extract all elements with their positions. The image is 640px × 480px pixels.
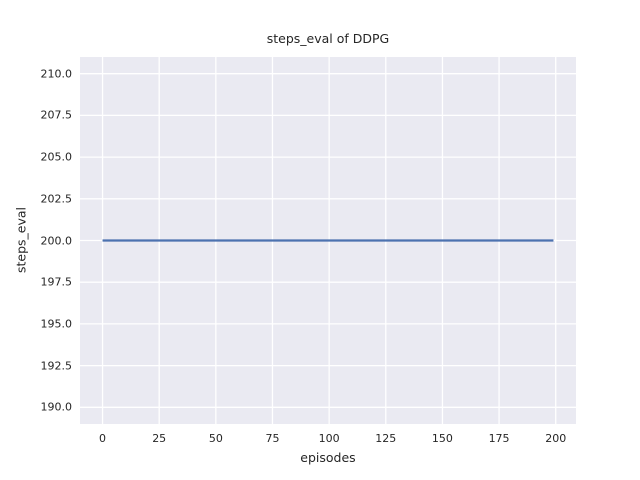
x-tick-label: 75: [265, 432, 280, 445]
y-tick-label: 202.5: [40, 192, 73, 206]
x-axis-tick-labels: 0 25 50 75 100 125 150 175 200: [0, 432, 640, 448]
y-tick-label: 205.0: [40, 150, 73, 164]
y-tick-label: 197.5: [40, 275, 73, 289]
y-axis-tick-labels: 190.0 192.5 195.0 197.5 200.0 202.5 205.0 207.5…: [0, 0, 73, 480]
x-tick-label: 125: [375, 432, 397, 445]
x-tick-label: 175: [488, 432, 510, 445]
x-tick-label: 200: [545, 432, 567, 445]
y-axis-label: steps_eval: [13, 206, 29, 274]
x-tick-label: 0: [99, 432, 107, 445]
y-tick-label: 195.0: [40, 317, 73, 331]
x-axis-label: episodes: [300, 450, 356, 465]
y-tick-label: 190.0: [40, 400, 73, 414]
x-tick-label: 50: [208, 432, 223, 445]
y-tick-label: 192.5: [40, 359, 73, 373]
y-tick-label: 200.0: [40, 234, 73, 247]
x-tick-label: 100: [318, 432, 340, 445]
chart-canvas: [80, 57, 576, 424]
plot-area: [80, 57, 576, 424]
y-tick-label: 210.0: [40, 67, 73, 81]
chart-title: steps_eval of DDPG: [266, 31, 390, 46]
x-tick-label: 150: [431, 432, 453, 445]
y-tick-label: 207.5: [40, 108, 73, 122]
x-tick-label: 25: [152, 432, 167, 445]
